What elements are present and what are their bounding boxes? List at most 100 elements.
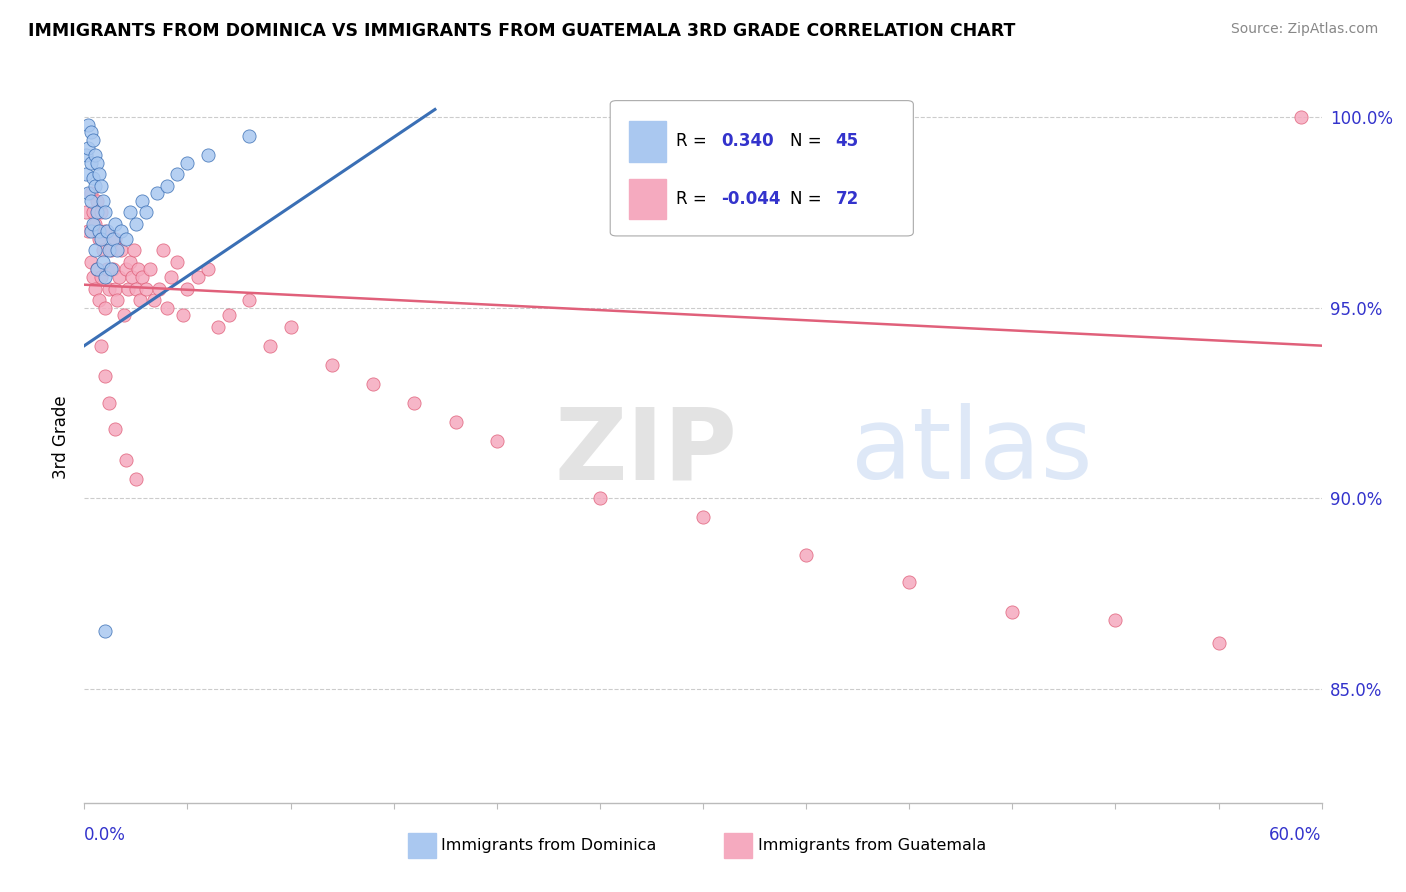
Point <box>197 262 219 277</box>
Text: R =: R = <box>676 132 711 151</box>
Point <box>91 255 114 269</box>
Point <box>131 194 153 208</box>
Point <box>86 262 108 277</box>
Point <box>79 255 101 269</box>
Point <box>118 255 141 269</box>
Point <box>90 232 112 246</box>
Point <box>103 262 125 277</box>
Point <box>86 194 108 208</box>
Point <box>114 453 136 467</box>
Point <box>90 178 112 193</box>
Point <box>104 281 127 295</box>
Point <box>114 262 136 277</box>
Point <box>125 217 148 231</box>
Point <box>77 140 100 154</box>
Point <box>86 156 108 170</box>
Point <box>176 156 198 170</box>
Point <box>156 178 179 193</box>
Point <box>139 262 162 277</box>
Point <box>197 148 219 162</box>
Bar <box>628 178 666 219</box>
Point <box>238 293 260 307</box>
Point <box>131 270 153 285</box>
Text: Immigrants from Dominica: Immigrants from Dominica <box>441 838 657 853</box>
Point <box>127 262 149 277</box>
Text: Immigrants from Guatemala: Immigrants from Guatemala <box>758 838 986 853</box>
Point <box>112 308 135 322</box>
Point <box>94 624 117 639</box>
Point <box>75 167 97 181</box>
Bar <box>628 121 666 161</box>
Point <box>94 369 117 384</box>
Point <box>218 308 240 322</box>
Text: 72: 72 <box>835 190 859 208</box>
Point <box>104 217 127 231</box>
Point <box>94 205 117 219</box>
Point <box>82 270 104 285</box>
Point <box>444 415 467 429</box>
Point <box>404 396 426 410</box>
Point <box>108 270 131 285</box>
Point <box>104 232 127 246</box>
Point <box>321 358 343 372</box>
Point <box>152 244 174 258</box>
Point <box>135 205 157 219</box>
Point <box>87 293 110 307</box>
Point <box>172 308 194 322</box>
Point <box>122 244 145 258</box>
Point <box>86 205 108 219</box>
Point <box>135 281 157 295</box>
Point <box>91 194 114 208</box>
Point <box>125 281 148 295</box>
Point <box>83 148 105 162</box>
Text: 45: 45 <box>835 132 859 151</box>
Point <box>79 125 101 139</box>
Point <box>485 434 508 448</box>
Point <box>166 255 188 269</box>
Point <box>77 186 100 201</box>
Point <box>83 217 105 231</box>
Point <box>361 376 384 391</box>
Point <box>79 186 101 201</box>
Point <box>77 118 100 132</box>
Point <box>90 205 112 219</box>
Point <box>87 232 110 246</box>
Point <box>1104 613 1126 627</box>
Point <box>75 205 97 219</box>
Point <box>83 281 105 295</box>
Point <box>129 293 152 307</box>
Point <box>280 319 302 334</box>
Point <box>589 491 612 505</box>
Text: Source: ZipAtlas.com: Source: ZipAtlas.com <box>1230 22 1378 37</box>
Point <box>83 244 105 258</box>
Point <box>238 129 260 144</box>
Point <box>898 574 921 589</box>
Text: R =: R = <box>676 190 711 208</box>
Point <box>207 319 229 334</box>
Point <box>90 339 112 353</box>
Point <box>117 281 139 295</box>
Point <box>82 171 104 186</box>
Text: 0.0%: 0.0% <box>84 826 127 844</box>
Point <box>79 194 101 208</box>
Point <box>98 396 121 410</box>
Text: N =: N = <box>790 132 827 151</box>
Point <box>83 178 105 193</box>
Point <box>118 205 141 219</box>
Point <box>75 148 97 162</box>
Point <box>143 293 166 307</box>
Point <box>259 339 281 353</box>
Point <box>82 217 104 231</box>
Point <box>77 224 100 238</box>
Point <box>82 133 104 147</box>
Point <box>90 270 112 285</box>
Point <box>96 262 118 277</box>
Point <box>87 167 110 181</box>
Point <box>82 205 104 219</box>
Point <box>86 262 108 277</box>
Point <box>110 244 132 258</box>
Point <box>692 510 714 524</box>
Point <box>105 293 128 307</box>
Point <box>98 281 121 295</box>
Point <box>100 262 122 277</box>
